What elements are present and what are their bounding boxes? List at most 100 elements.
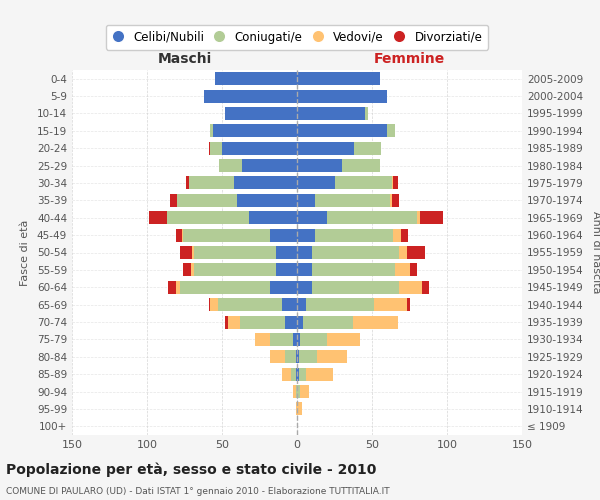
- Bar: [297, 228, 315, 241]
- Bar: [306, 368, 333, 380]
- Bar: [228, 316, 240, 328]
- Bar: [399, 246, 407, 259]
- Bar: [176, 280, 180, 294]
- Bar: [234, 176, 297, 190]
- Bar: [297, 176, 335, 190]
- Bar: [312, 280, 399, 294]
- Bar: [270, 333, 293, 346]
- Bar: [297, 368, 299, 380]
- Bar: [291, 368, 296, 380]
- Bar: [390, 194, 392, 207]
- Bar: [399, 280, 421, 294]
- Bar: [293, 385, 296, 398]
- Bar: [354, 142, 381, 154]
- Text: COMUNE DI PAULARO (UD) - Dati ISTAT 1° gennaio 2010 - Elaborazione TUTTITALIA.IT: COMUNE DI PAULARO (UD) - Dati ISTAT 1° g…: [6, 488, 389, 496]
- Bar: [168, 280, 176, 294]
- Bar: [312, 264, 395, 276]
- Bar: [193, 246, 276, 259]
- Bar: [297, 159, 342, 172]
- Bar: [189, 176, 234, 190]
- Bar: [296, 368, 297, 380]
- Bar: [401, 228, 408, 241]
- Bar: [296, 385, 297, 398]
- Bar: [293, 333, 297, 346]
- Bar: [297, 350, 299, 364]
- Text: Femmine: Femmine: [374, 52, 445, 66]
- Bar: [219, 159, 241, 172]
- Bar: [297, 298, 306, 311]
- Bar: [276, 246, 297, 259]
- Bar: [183, 264, 191, 276]
- Y-axis label: Anni di nascita: Anni di nascita: [590, 211, 600, 294]
- Bar: [285, 350, 296, 364]
- Text: Maschi: Maschi: [157, 52, 212, 66]
- Bar: [373, 298, 407, 311]
- Bar: [335, 176, 392, 190]
- Bar: [177, 194, 237, 207]
- Bar: [225, 107, 297, 120]
- Bar: [180, 280, 270, 294]
- Bar: [297, 194, 315, 207]
- Legend: Celibi/Nubili, Coniugati/e, Vedovi/e, Divorziati/e: Celibi/Nubili, Coniugati/e, Vedovi/e, Di…: [106, 25, 488, 50]
- Bar: [225, 316, 228, 328]
- Bar: [210, 298, 218, 311]
- Bar: [222, 142, 297, 154]
- Bar: [183, 228, 270, 241]
- Bar: [191, 264, 193, 276]
- Bar: [417, 211, 420, 224]
- Bar: [204, 90, 297, 102]
- Bar: [395, 264, 409, 276]
- Bar: [270, 280, 297, 294]
- Bar: [315, 194, 390, 207]
- Bar: [237, 194, 297, 207]
- Bar: [180, 246, 192, 259]
- Bar: [297, 246, 312, 259]
- Bar: [317, 350, 347, 364]
- Bar: [315, 228, 393, 241]
- Bar: [421, 280, 429, 294]
- Bar: [306, 298, 373, 311]
- Bar: [296, 402, 297, 415]
- Bar: [297, 72, 380, 85]
- Bar: [297, 124, 387, 138]
- Bar: [327, 333, 360, 346]
- Bar: [186, 176, 189, 190]
- Bar: [193, 264, 276, 276]
- Bar: [299, 350, 317, 364]
- Bar: [249, 211, 297, 224]
- Bar: [297, 107, 365, 120]
- Bar: [285, 316, 297, 328]
- Bar: [303, 316, 353, 328]
- Bar: [241, 159, 297, 172]
- Bar: [209, 298, 210, 311]
- Bar: [192, 246, 193, 259]
- Bar: [327, 211, 417, 224]
- Bar: [282, 368, 291, 380]
- Bar: [387, 124, 395, 138]
- Bar: [297, 385, 300, 398]
- Bar: [167, 211, 249, 224]
- Bar: [182, 228, 183, 241]
- Bar: [407, 246, 425, 259]
- Bar: [420, 211, 443, 224]
- Bar: [392, 176, 393, 190]
- Bar: [276, 264, 297, 276]
- Bar: [353, 316, 398, 328]
- Bar: [312, 246, 399, 259]
- Bar: [392, 194, 399, 207]
- Bar: [300, 333, 327, 346]
- Bar: [297, 280, 312, 294]
- Text: Popolazione per età, sesso e stato civile - 2010: Popolazione per età, sesso e stato civil…: [6, 462, 376, 477]
- Bar: [342, 159, 380, 172]
- Bar: [297, 333, 300, 346]
- Bar: [365, 107, 367, 120]
- Bar: [282, 298, 297, 311]
- Bar: [297, 211, 327, 224]
- Bar: [209, 142, 210, 154]
- Bar: [297, 316, 303, 328]
- Bar: [240, 316, 285, 328]
- Bar: [297, 142, 354, 154]
- Bar: [218, 298, 282, 311]
- Bar: [297, 264, 312, 276]
- Bar: [297, 90, 387, 102]
